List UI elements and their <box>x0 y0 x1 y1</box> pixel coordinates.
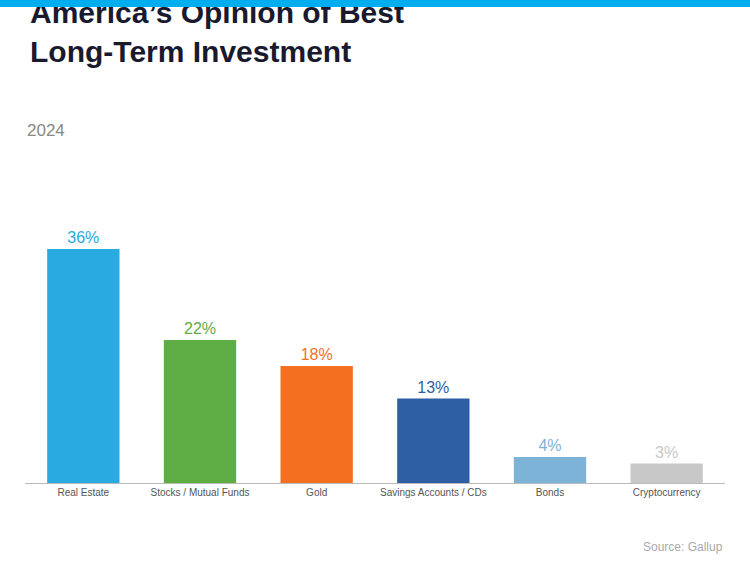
svg-text:Stocks / Mutual Funds: Stocks / Mutual Funds <box>151 487 250 498</box>
svg-text:18%: 18% <box>301 346 333 363</box>
svg-text:2024: 2024 <box>27 121 65 140</box>
svg-text:Real Estate: Real Estate <box>57 487 109 498</box>
svg-text:Gold: Gold <box>306 487 327 498</box>
svg-text:22%: 22% <box>184 320 216 337</box>
svg-text:4%: 4% <box>538 437 561 454</box>
svg-text:3%: 3% <box>655 444 678 461</box>
svg-text:36%: 36% <box>67 229 99 246</box>
svg-text:America’s Opinion of BestLong-: America’s Opinion of BestLong-Term Inves… <box>30 0 404 68</box>
svg-text:Savings Accounts / CDs: Savings Accounts / CDs <box>380 487 487 498</box>
svg-text:Bonds: Bonds <box>536 487 564 498</box>
svg-text:13%: 13% <box>417 379 449 396</box>
svg-text:Source: Gallup: Source: Gallup <box>643 540 723 554</box>
svg-text:Cryptocurrency: Cryptocurrency <box>633 487 701 498</box>
